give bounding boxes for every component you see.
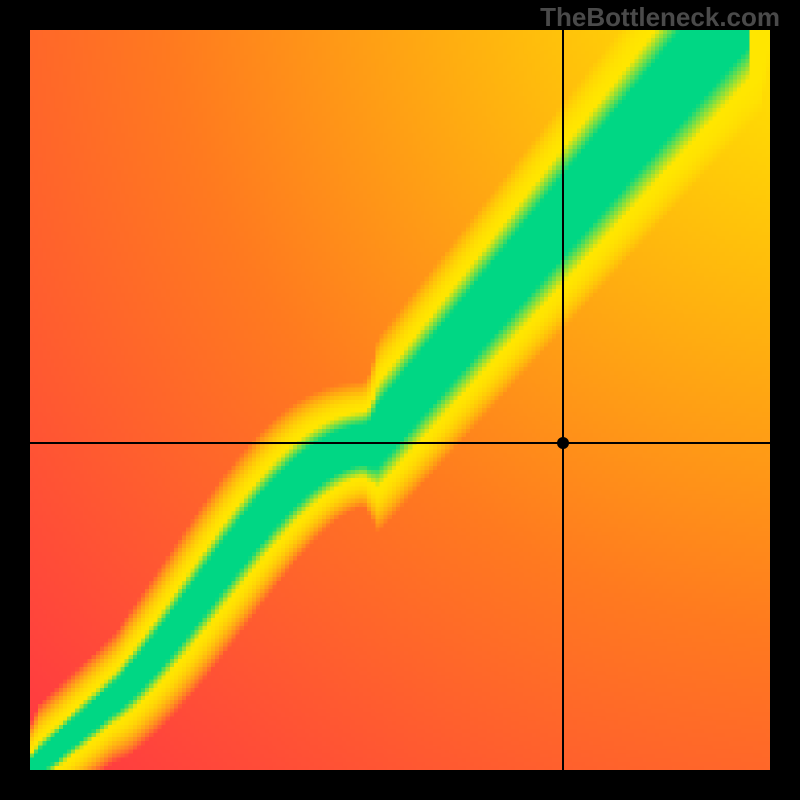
heatmap-canvas bbox=[30, 30, 770, 770]
marker-dot bbox=[557, 437, 569, 449]
watermark-text: TheBottleneck.com bbox=[540, 2, 780, 33]
crosshair-vertical bbox=[562, 30, 564, 770]
chart-container: TheBottleneck.com bbox=[0, 0, 800, 800]
crosshair-horizontal bbox=[30, 442, 770, 444]
